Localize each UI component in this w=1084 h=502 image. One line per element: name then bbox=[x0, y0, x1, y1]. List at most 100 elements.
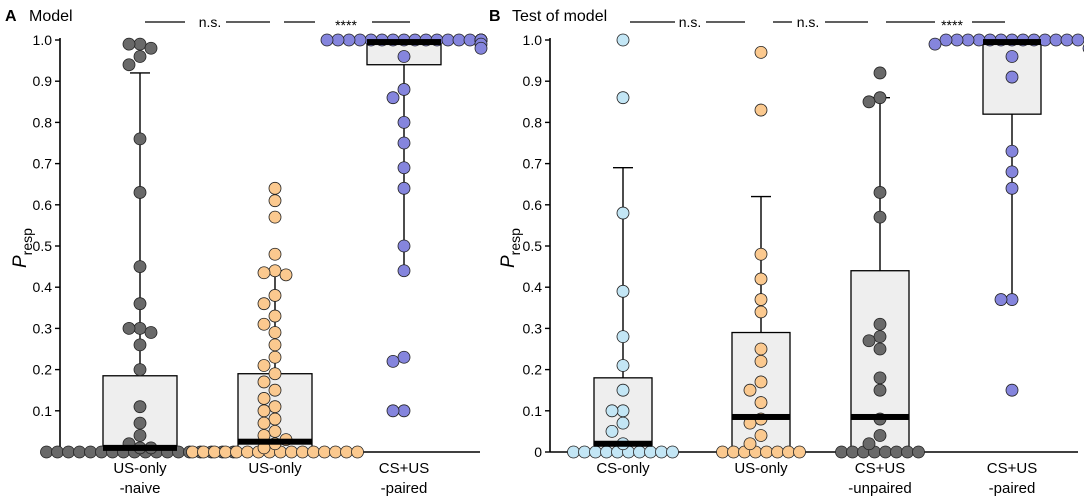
pa-data-point bbox=[268, 383, 282, 397]
pb-data-point bbox=[1005, 165, 1019, 179]
pa-data-point bbox=[397, 181, 411, 195]
pa-data-point bbox=[257, 359, 271, 372]
pa-data-point bbox=[73, 445, 86, 459]
pb-data-point bbox=[760, 445, 773, 459]
pa-data-point bbox=[122, 58, 136, 72]
pa-data-point bbox=[133, 338, 147, 352]
pa-data-point bbox=[268, 264, 282, 278]
pb-data-point bbox=[873, 66, 887, 80]
pa-data-point bbox=[257, 297, 271, 311]
pb-data-point bbox=[616, 404, 630, 418]
pb-data-point bbox=[754, 396, 768, 409]
pb-data-point bbox=[666, 445, 679, 459]
pa-data-point bbox=[133, 37, 147, 51]
pa-data-point bbox=[386, 91, 400, 105]
pb-data-point bbox=[743, 383, 757, 397]
pa-data-point bbox=[268, 412, 282, 426]
pb-data-point bbox=[994, 293, 1008, 306]
pb-y-tick-label: 0.4 bbox=[523, 279, 543, 295]
pa-data-point bbox=[268, 210, 282, 224]
pb-data-point bbox=[901, 445, 914, 459]
pa-data-point bbox=[452, 33, 466, 47]
pb-data-point bbox=[862, 95, 876, 109]
pa-data-point bbox=[219, 445, 232, 459]
pa-data-point bbox=[342, 33, 356, 47]
pb-data-point bbox=[644, 445, 657, 459]
pb-data-point bbox=[754, 305, 768, 319]
pb-data-point bbox=[743, 437, 757, 451]
pa-data-point bbox=[257, 416, 271, 430]
pa-data-point bbox=[62, 445, 75, 459]
pa-median-line bbox=[367, 39, 441, 46]
pb-data-point bbox=[616, 33, 630, 47]
pa-data-point bbox=[397, 161, 411, 175]
pa-data-point bbox=[268, 424, 282, 438]
pb-data-point bbox=[862, 334, 876, 348]
pa-data-point bbox=[386, 354, 400, 368]
pa-data-point bbox=[329, 445, 342, 459]
pb-data-point bbox=[873, 186, 887, 199]
pa-y-tick-label: 0.9 bbox=[33, 73, 53, 89]
pb-data-point bbox=[782, 445, 795, 459]
pb-data-point bbox=[589, 445, 602, 459]
pb-y-axis-label-subscript: resp bbox=[507, 228, 523, 255]
pb-y-tick-label: 0.1 bbox=[523, 403, 543, 419]
pb-y-tick-label: 0.6 bbox=[523, 197, 543, 213]
pa-data-point bbox=[320, 33, 334, 47]
pa-y-tick-label: 0.6 bbox=[33, 197, 53, 213]
pb-data-point bbox=[1005, 293, 1019, 306]
pb-category-label: -paired bbox=[989, 480, 1036, 497]
pb-data-point bbox=[605, 424, 619, 438]
pb-significance-label: n.s. bbox=[797, 14, 820, 30]
pa-category-label: US-only bbox=[248, 460, 302, 477]
pb-data-point bbox=[961, 33, 975, 47]
pb-data-point bbox=[616, 284, 630, 298]
pa-data-point bbox=[397, 239, 411, 253]
pb-data-point bbox=[862, 437, 876, 451]
pb-data-point bbox=[754, 342, 768, 356]
pa-data-point bbox=[84, 445, 97, 459]
pa-data-point bbox=[397, 136, 411, 150]
pb-y-tick-label: 0.2 bbox=[523, 362, 543, 378]
pa-data-point bbox=[133, 260, 147, 274]
pa-data-point bbox=[186, 445, 199, 459]
pb-data-point bbox=[873, 383, 887, 397]
pb-category-label: CS+US bbox=[987, 460, 1037, 477]
pb-data-point bbox=[600, 445, 613, 459]
pa-data-point bbox=[122, 321, 136, 335]
pb-data-point bbox=[754, 429, 768, 442]
pa-data-point bbox=[397, 116, 411, 129]
pb-data-point bbox=[873, 91, 887, 105]
pb-category-label: CS+US bbox=[855, 460, 905, 477]
pa-data-point bbox=[268, 350, 282, 364]
panel-b-letter: B bbox=[489, 8, 501, 25]
pa-data-point bbox=[133, 50, 147, 63]
pa-data-point bbox=[279, 268, 293, 282]
panel-a-letter: A bbox=[5, 8, 17, 25]
pa-data-point bbox=[397, 264, 411, 278]
pa-category-label: US-only bbox=[113, 460, 167, 477]
pb-data-point bbox=[912, 445, 925, 459]
pa-median-line bbox=[238, 438, 312, 445]
pa-data-point bbox=[133, 297, 147, 311]
pb-y-tick-label: 0.8 bbox=[523, 114, 543, 130]
pa-data-point bbox=[268, 367, 282, 381]
panel-a-title: Model bbox=[29, 8, 73, 25]
pb-y-tick-label: 0.5 bbox=[523, 238, 543, 254]
pb-significance-label: n.s. bbox=[679, 14, 702, 30]
pb-y-axis-label: Presp bbox=[498, 228, 523, 268]
pb-data-point bbox=[879, 445, 892, 459]
pb-data-point bbox=[727, 445, 740, 459]
pa-data-point bbox=[241, 445, 254, 459]
pb-category-label: US-only bbox=[734, 460, 788, 477]
pa-y-tick-label: 1.0 bbox=[33, 32, 53, 48]
pa-data-point bbox=[144, 326, 158, 339]
pa-data-point bbox=[133, 186, 147, 199]
pa-data-point bbox=[296, 445, 309, 459]
pa-data-point bbox=[386, 404, 400, 418]
pb-data-point bbox=[616, 416, 630, 430]
pb-y-tick-label: 0 bbox=[534, 444, 542, 460]
pa-data-point bbox=[257, 392, 271, 405]
pb-data-point bbox=[873, 210, 887, 224]
